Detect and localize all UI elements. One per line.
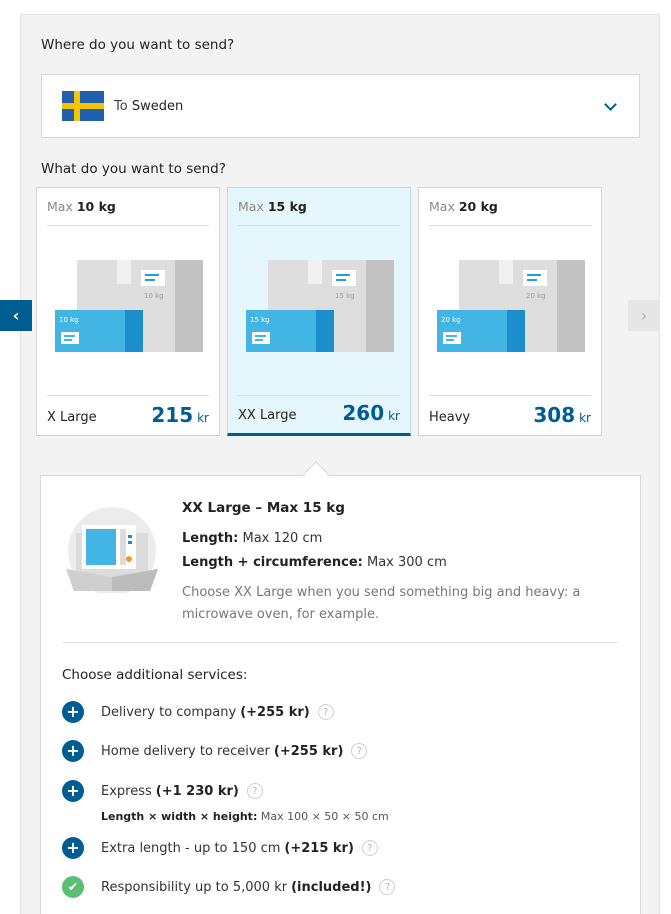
option-name: X Large <box>47 410 97 425</box>
service-express[interactable]: + Express (+1 230 kr) ? <box>62 780 263 802</box>
option-price: 260 kr <box>342 401 400 425</box>
back-box-label: 15 kg <box>335 292 355 300</box>
chevron-down-icon[interactable] <box>604 98 617 111</box>
services-title: Choose additional services: <box>62 667 248 683</box>
parcel-illustration-icon: 10 kg 10 kg <box>55 260 203 352</box>
plus-icon[interactable]: + <box>62 701 84 723</box>
option-max: Max 20 kg <box>429 199 498 214</box>
detail-circumference: Length + circumference: Max 300 cm <box>182 555 447 570</box>
what-label: What do you want to send? <box>41 161 226 177</box>
previous-arrow-button[interactable]: ‹ <box>0 300 32 331</box>
option-price: 308 kr <box>533 403 591 427</box>
help-icon[interactable]: ? <box>317 704 334 720</box>
destination-text: To Sweden <box>114 99 183 114</box>
destination-select[interactable]: To Sweden <box>41 74 640 138</box>
destination-prefix: To <box>114 98 128 114</box>
plus-icon[interactable]: + <box>62 780 84 802</box>
service-home-delivery[interactable]: + Home delivery to receiver (+255 kr) ? <box>62 740 368 762</box>
service-delivery-to-company[interactable]: + Delivery to company (+255 kr) ? <box>62 701 334 723</box>
front-box-label: 20 kg <box>441 316 461 324</box>
back-box-label: 20 kg <box>526 292 546 300</box>
check-icon: ✔ <box>62 876 84 898</box>
service-responsibility: ✔ Responsibility up to 5,000 kr (included… <box>62 876 396 898</box>
option-card-heavy[interactable]: Max 20 kg 20 kg 20 kg Heavy 308 kr <box>418 187 602 436</box>
front-box-label: 10 kg <box>59 316 79 324</box>
front-box-label: 15 kg <box>250 316 270 324</box>
help-icon[interactable]: ? <box>379 879 396 895</box>
help-icon[interactable]: ? <box>361 840 378 856</box>
sweden-flag-icon <box>62 91 104 121</box>
option-max: Max 10 kg <box>47 199 116 214</box>
service-extra-length[interactable]: + Extra length - up to 150 cm (+215 kr) ? <box>62 837 378 859</box>
option-detail-panel: XX Large – Max 15 kg Length: Max 120 cm … <box>40 475 641 914</box>
where-label: Where do you want to send? <box>41 37 235 53</box>
help-icon[interactable]: ? <box>246 783 263 799</box>
help-icon[interactable]: ? <box>351 743 368 759</box>
destination-country: Sweden <box>131 98 184 114</box>
plus-icon[interactable]: + <box>62 837 84 859</box>
option-max: Max 15 kg <box>238 199 307 214</box>
back-box-label: 10 kg <box>144 292 164 300</box>
parcel-illustration-icon: 15 kg 15 kg <box>246 260 394 352</box>
detail-length: Length: Max 120 cm <box>182 531 323 546</box>
plus-icon[interactable]: + <box>62 740 84 762</box>
option-name: XX Large <box>238 408 297 423</box>
option-name: Heavy <box>429 410 471 425</box>
option-card-x-large[interactable]: Max 10 kg 10 kg 10 kg X Large 215 kr <box>36 187 220 436</box>
next-arrow-button[interactable]: › <box>628 300 660 331</box>
detail-title: XX Large – Max 15 kg <box>182 500 345 516</box>
option-card-xx-large[interactable]: Max 15 kg 15 kg 15 kg XX Large 260 kr <box>227 187 411 436</box>
microwave-illustration-icon <box>66 507 158 593</box>
parcel-illustration-icon: 20 kg 20 kg <box>437 260 585 352</box>
service-express-dimensions: Length × width × height: Max 100 × 50 × … <box>101 810 389 823</box>
option-price: 215 kr <box>151 403 209 427</box>
detail-description: Choose XX Large when you send something … <box>182 585 581 622</box>
